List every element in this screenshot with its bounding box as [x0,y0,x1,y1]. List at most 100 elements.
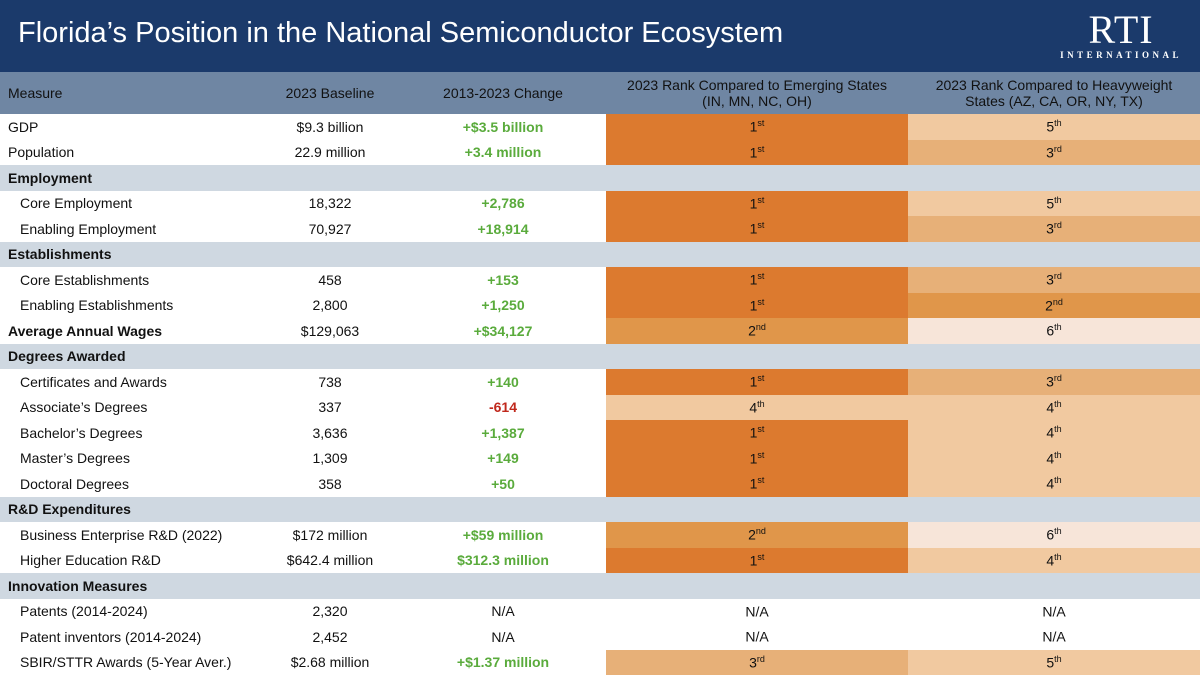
rank-suffix: st [757,271,765,282]
rank-cell: N/A [606,598,908,624]
section-fill [606,343,908,369]
header-baseline: 2023 Baseline [260,72,400,114]
rank-cell: 1st [606,471,908,497]
measure-cell: Patent inventors (2014-2024) [20,628,202,645]
measure-cell: Population [8,144,75,161]
rank-value: 2 [1045,297,1053,314]
rank-cell: 2nd [606,318,908,344]
section-row: Innovation Measures [0,573,1200,599]
header-measure: Measure [0,72,260,114]
change-cell: +1,387 [481,424,525,441]
rank-cell: 5th [908,649,1200,675]
rank-value: 5 [1046,195,1055,212]
measure-cell: Enabling Establishments [20,297,174,314]
rank-value: 5 [1046,119,1055,136]
section-fill [260,496,400,522]
rank-suffix: st [757,296,765,307]
baseline-cell: $129,063 [300,322,360,339]
rank-cell: 4th [908,547,1200,573]
rank-value: 3 [1046,374,1054,391]
rank-suffix: th [1054,653,1062,664]
rank-suffix: rd [1053,143,1062,154]
rank-value: 6 [1046,527,1055,544]
rank-suffix: th [1054,475,1062,486]
change-cell: N/A [491,603,515,620]
logo-name: RTI [1088,7,1154,52]
rank-suffix: st [757,449,765,460]
rank-value: 1 [749,450,758,467]
rank-cell: 2nd [908,292,1200,318]
rank-suffix: rd [1053,220,1062,231]
baseline-cell: 2,452 [312,628,348,645]
rank-cell: 1st [606,139,908,165]
measure-cell: Bachelor’s Degrees [20,424,143,441]
change-cell: +$1.37 million [456,654,550,671]
rank-value: 1 [749,476,758,493]
table-row: Business Enterprise R&D (2022) $172 mill… [0,522,1200,548]
rank-cell: 6th [908,318,1200,344]
measure-cell: Certificates and Awards [20,373,167,390]
section-fill [260,165,400,191]
rank-value: 4 [1046,552,1055,569]
change-cell: +1,250 [481,297,525,314]
rank-cell: 1st [606,369,908,395]
section-fill [908,241,1200,267]
rank-cell: 3rd [606,649,908,675]
rank-suffix: nd [755,526,766,537]
rank-cell: 3rd [908,369,1200,395]
rank-value: 1 [749,374,758,391]
measure-cell: Doctoral Degrees [20,475,129,492]
section-row: R&D Expenditures [0,496,1200,522]
rank-suffix: th [1054,322,1062,333]
change-cell: +$59 million [462,526,544,543]
change-cell: -614 [488,399,518,416]
rank-suffix: rd [1053,373,1062,384]
measure-cell: Master’s Degrees [20,450,130,467]
rank-cell: 4th [908,394,1200,420]
section-fill [260,343,400,369]
rank-cell: N/A [908,624,1200,650]
rank-suffix: st [757,424,765,435]
baseline-cell: $2.68 million [290,654,370,671]
rank-value: 2 [748,527,756,544]
section-fill [606,165,908,191]
rank-suffix: st [757,194,765,205]
rank-value: 5 [1046,654,1055,671]
table-row: Average Annual Wages $129,063 +$34,127 2n… [0,318,1200,344]
section-fill [606,241,908,267]
table-row: SBIR/STTR Awards (5-Year Aver.) $2.68 mi… [0,649,1200,675]
baseline-cell: 1,309 [312,450,348,467]
measure-cell: Core Establishments [20,271,150,288]
rank-suffix: st [757,118,765,129]
section-row: Degrees Awarded [0,343,1200,369]
section-row: Employment [0,165,1200,191]
change-cell: +$3.5 billion [462,118,544,135]
table-row: Enabling Establishments 2,800 +1,250 1st 2… [0,292,1200,318]
rank-suffix: th [1054,398,1062,409]
measure-cell: Average Annual Wages [8,322,163,339]
measure-cell: Higher Education R&D [20,552,161,569]
rank-value: 3 [749,654,757,671]
section-row: Establishments [0,241,1200,267]
section-label: R&D Expenditures [0,496,260,522]
rank-suffix: th [1054,424,1062,435]
section-label: Degrees Awarded [0,343,260,369]
table-row: Core Establishments 458 +153 1st 3rd [0,267,1200,293]
measure-cell: Core Employment [20,195,133,212]
baseline-cell: $9.3 billion [296,118,364,135]
rank-cell: 3rd [908,216,1200,242]
section-label: Innovation Measures [0,573,260,599]
measure-cell: Associate’s Degrees [20,399,148,416]
rank-cell: 1st [606,420,908,446]
change-cell: +18,914 [477,220,529,237]
baseline-cell: 2,800 [312,297,348,314]
section-fill [400,343,606,369]
rank-value: 1 [749,119,758,136]
baseline-cell: $172 million [292,526,368,543]
rank-suffix: st [757,220,765,231]
rank-cell: N/A [606,624,908,650]
rank-value: 6 [1046,323,1055,340]
section-fill [260,241,400,267]
section-fill [908,343,1200,369]
measure-cell: GDP [8,118,39,135]
